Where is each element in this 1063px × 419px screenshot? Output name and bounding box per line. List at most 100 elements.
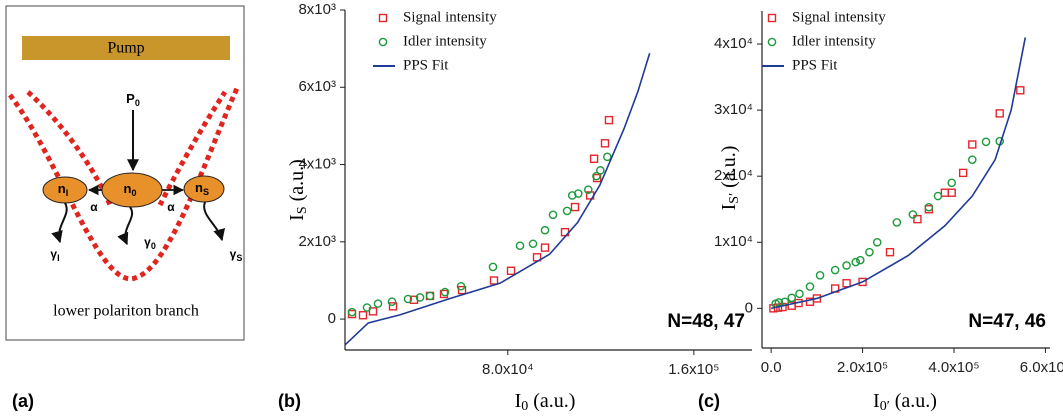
y-tick-label: 0 [328,310,336,327]
data-point [858,277,867,287]
symbol: γ [144,235,151,249]
dispersion-curve [8,84,241,282]
panel-label: (c) [698,391,720,411]
data-point [940,188,950,197]
data-point [570,202,580,212]
data-point [489,276,499,285]
data-point [540,243,550,252]
x-axis-label: I0′ (a.u.) [873,390,937,415]
data-point [573,189,583,198]
pump-rate: P0 [126,91,140,108]
data-point [947,188,956,197]
data-point [947,178,957,188]
x-axis-label: I0 (a.u.) [515,390,576,415]
data-point [358,311,368,320]
legend-swatch [767,13,777,23]
data-point [368,307,378,316]
data-point [968,140,977,149]
data-point [589,154,599,163]
data-point [908,210,918,219]
data-point [830,265,840,275]
y-tick-label: 2x10³ [298,233,336,250]
loss-arrow [51,202,68,244]
data-point [865,247,874,257]
data-point [958,168,968,178]
data-point [415,293,425,302]
legend-label: PPS Fit [792,57,838,73]
data-point [815,271,825,280]
subscript: S [236,253,242,263]
coupling-label: α [90,200,98,214]
data-point [562,206,572,216]
data-point [967,155,977,164]
symbol: P [126,91,135,106]
data-point [600,139,610,148]
data-point [425,291,435,301]
symbol: γ [50,247,57,261]
data-point [548,210,558,220]
x-tick-label: 8.0x10⁴ [482,361,533,378]
data-point [592,171,601,181]
data-point [457,285,467,295]
symbol: γ [230,247,237,261]
subscript: I [66,188,69,198]
x-tick-label: 6.0x10⁵ [1020,359,1063,376]
legend-label: Signal intensity [792,9,886,25]
y-axis-label: IS′ (a.u.) [718,146,743,211]
data-point [805,282,815,291]
data-point [596,166,605,175]
x-tick-label: 1.6x10⁵ [668,361,719,378]
symbol: n [124,181,132,196]
data-point [603,152,612,162]
legend-label: Signal intensity [403,9,497,25]
data-point [1016,86,1025,95]
unit: (a.u.) [286,159,308,206]
data-point [373,299,383,308]
annotation: N=48, 47 [667,311,745,332]
mode-label: nS [195,180,209,197]
symbol: I [515,390,522,412]
x-tick-label: 4.0x10⁵ [928,359,979,376]
mode-label: n0 [124,181,137,198]
subscript: S′ [727,193,742,204]
x-tick-label: 2.0x10⁵ [837,359,888,376]
y-tick-label: 8x10³ [298,1,336,18]
data-point [540,225,550,235]
y-tick-label: 6x10³ [298,78,336,95]
subscript: 0 [135,98,140,108]
y-tick-label: 1x10⁴ [714,233,753,250]
legend-swatch [767,37,777,47]
pump-label: Pump [107,40,144,57]
panel-label: (b) [278,391,301,411]
data-point [913,214,922,224]
pump-bar [22,36,230,60]
legend-label: Idler intensity [403,33,487,49]
data-point [388,302,398,311]
legend-label: Idler intensity [792,33,876,49]
y-tick-label: 3x10⁴ [714,101,753,118]
data-point [842,261,851,270]
data-point [440,287,450,297]
data-point [892,218,902,227]
symbol: n [195,180,203,195]
symbol: I [873,390,880,412]
data-point [924,202,934,212]
loss-label: γS [230,247,243,263]
symbol: I [286,214,308,221]
fit-line [344,53,651,346]
data-point [347,307,357,317]
data-point [583,185,593,194]
data-point [403,294,413,304]
legend-label: PPS Fit [403,57,449,73]
subscript: 0′ [880,399,890,414]
data-point [872,237,882,247]
panel-label: (a) [12,391,34,411]
coupling-label: α [167,200,175,214]
chart: 0 2x10³ 4x10³ 6x10³ 8x10³ 8.0x10⁴ 1.6x10⁵ IS (a… [278,1,752,414]
data-point [795,289,804,299]
data-point [362,303,372,312]
y-tick-label: 4x10³ [298,156,336,173]
data-point [515,241,525,250]
subscript: 0 [521,399,528,414]
y-axis-label: IS (a.u.) [286,159,311,221]
